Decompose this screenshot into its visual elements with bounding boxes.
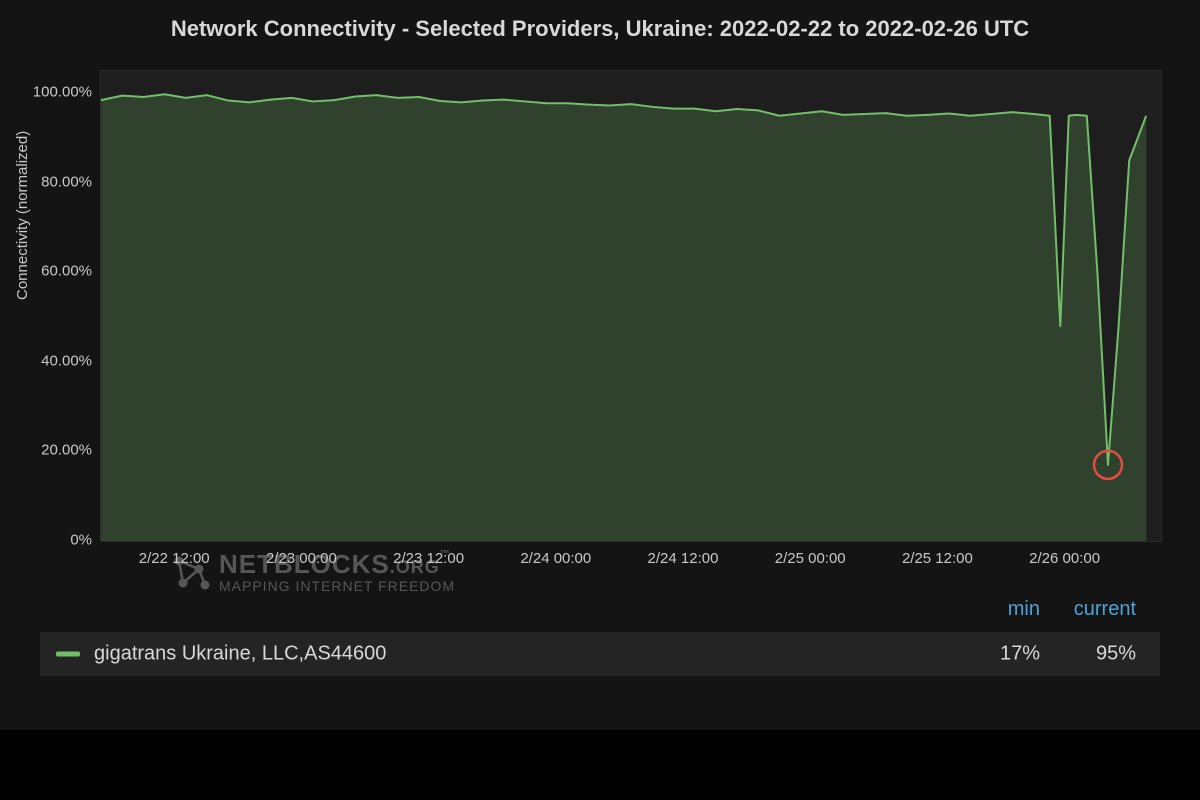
x-tick-label: 2/26 00:00 [1029, 550, 1100, 567]
chart-title: Network Connectivity - Selected Provider… [0, 16, 1200, 42]
legend-current-value: 95% [1096, 643, 1136, 666]
y-tick-label: 20.00% [12, 442, 92, 459]
series-area [101, 94, 1146, 541]
legend-row[interactable]: gigatrans Ukraine, LLC,AS44600 17% 95% [40, 632, 1160, 676]
x-tick-label: 2/22 12:00 [139, 550, 210, 567]
x-tick-label: 2/24 12:00 [648, 550, 719, 567]
legend-min-value: 17% [1000, 643, 1040, 666]
x-tick-label: 2/25 12:00 [902, 550, 973, 567]
x-tick-label: 2/24 00:00 [520, 550, 591, 567]
chart-panel: Network Connectivity - Selected Provider… [0, 0, 1200, 730]
legend-col-min-label: min [1008, 598, 1040, 621]
x-tick-label: 2/25 00:00 [775, 550, 846, 567]
legend-col-current-label: current [1074, 598, 1136, 621]
y-tick-label: 60.00% [12, 263, 92, 280]
y-tick-label: 0% [12, 532, 92, 549]
plot-wrap: NETBLOCKS.ORG™ MAPPING INTERNET FREEDOM [100, 70, 1160, 540]
legend-color-swatch [56, 652, 80, 657]
y-tick-label: 100.00% [12, 84, 92, 101]
x-tick-label: 2/23 00:00 [266, 550, 337, 567]
plot-area[interactable]: NETBLOCKS.ORG™ MAPPING INTERNET FREEDOM [100, 70, 1162, 542]
y-tick-label: 80.00% [12, 173, 92, 190]
chart-svg [101, 71, 1161, 571]
x-tick-label: 2/23 12:00 [393, 550, 464, 567]
legend-series-name: gigatrans Ukraine, LLC,AS44600 [94, 643, 386, 666]
y-tick-label: 40.00% [12, 352, 92, 369]
legend-header: min current [40, 592, 1160, 628]
